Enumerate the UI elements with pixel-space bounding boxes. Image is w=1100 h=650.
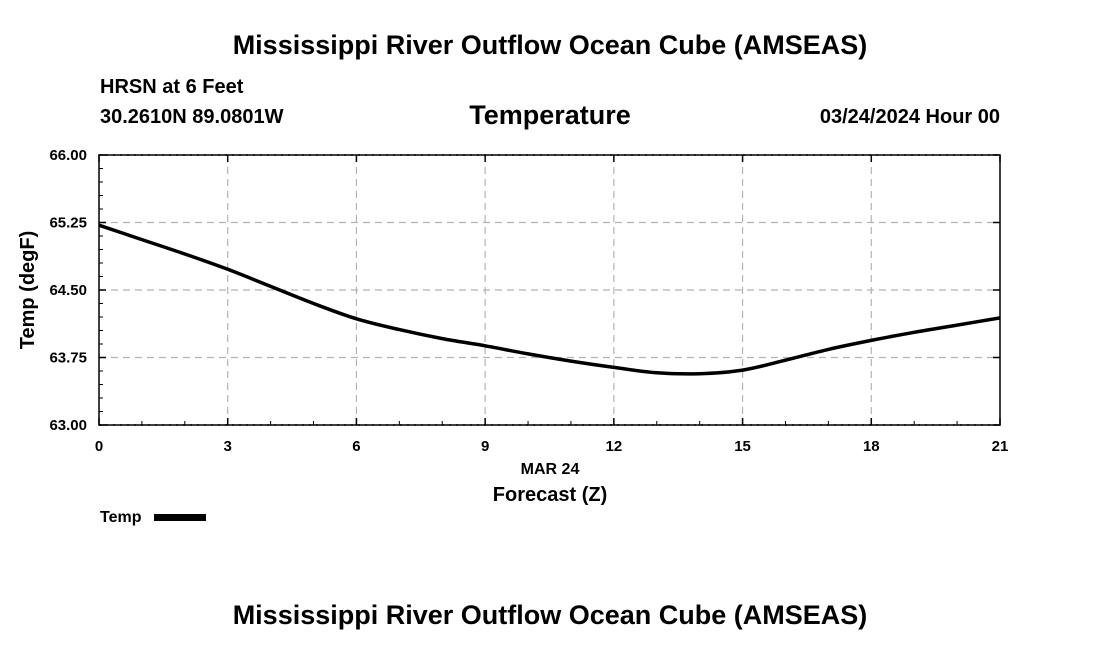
y-tick-label: 65.25 bbox=[49, 215, 87, 232]
y-axis-label: Temp (degF) bbox=[17, 231, 39, 350]
x-tick-label: 15 bbox=[734, 438, 751, 455]
grid-lines bbox=[99, 154, 1000, 426]
x-tick-label: 12 bbox=[606, 438, 623, 455]
x-axis-label: Forecast (Z) bbox=[493, 484, 607, 506]
x-tick-label: 0 bbox=[95, 438, 103, 455]
legend-label-temp: Temp bbox=[100, 509, 142, 526]
x-tick-label: 21 bbox=[992, 438, 1009, 455]
panel-title: Temperature bbox=[469, 100, 631, 130]
x-tick-label: 3 bbox=[224, 438, 232, 455]
y-tick-label: 66.00 bbox=[49, 147, 87, 164]
x-tick-labels: 0 3 6 9 12 15 18 21 bbox=[95, 438, 1009, 455]
datetime-label: 03/24/2024 Hour 00 bbox=[819, 106, 1000, 128]
legend-swatch-temp bbox=[153, 514, 206, 522]
footer-title: Mississippi River Outflow Ocean Cube (AM… bbox=[232, 600, 868, 630]
y-tick-label: 64.50 bbox=[49, 282, 87, 299]
y-tick-labels: 63.00 63.75 64.50 65.25 66.00 bbox=[49, 147, 87, 434]
x-tick-label: 9 bbox=[481, 438, 489, 455]
legend: Temp bbox=[100, 509, 206, 527]
chart-title: Mississippi River Outflow Ocean Cube (AM… bbox=[232, 30, 868, 60]
y-tick-label: 63.00 bbox=[49, 417, 87, 434]
station-label: HRSN at 6 Feet bbox=[100, 76, 244, 98]
y-tick-label: 63.75 bbox=[49, 350, 87, 367]
x-tick-label: 6 bbox=[352, 438, 360, 455]
x-date-label: MAR 24 bbox=[521, 461, 580, 478]
coordinates-label: 30.2610N 89.0801W bbox=[100, 106, 284, 128]
x-tick-label: 18 bbox=[863, 438, 880, 455]
axis-ticks bbox=[98, 154, 1001, 426]
series-line-temp bbox=[98, 223, 1001, 376]
